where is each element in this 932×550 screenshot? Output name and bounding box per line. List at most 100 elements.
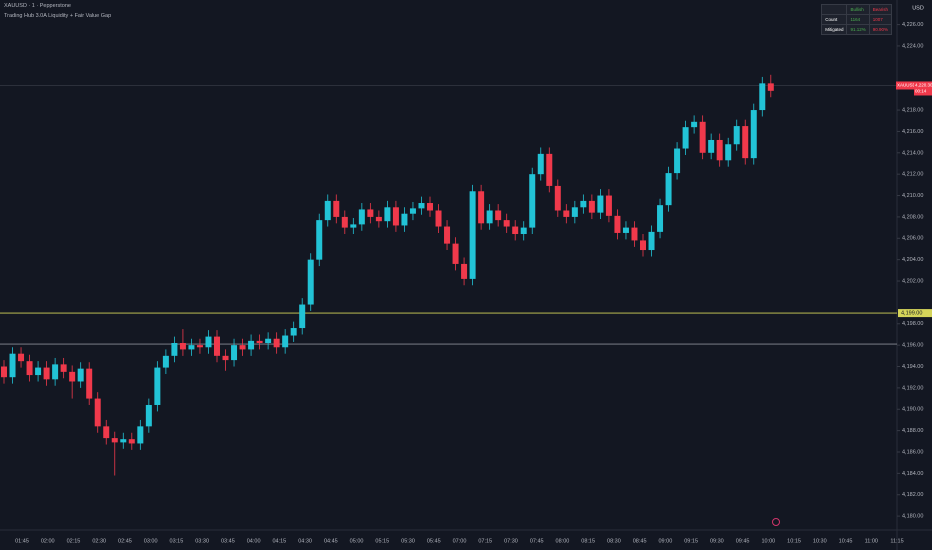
candle-body [529, 174, 536, 228]
candle-body [657, 205, 664, 232]
candle-body [452, 243, 459, 264]
x-tick-label: 10:30 [813, 538, 827, 544]
x-tick-label: 09:15 [684, 538, 698, 544]
candle-body [571, 207, 578, 217]
y-tick-label: 4,224.00 [902, 43, 923, 49]
symbol-label-bg [896, 81, 914, 90]
candle-body [9, 353, 16, 378]
candle-body [759, 83, 766, 111]
candle-body [256, 340, 263, 344]
candle-body [196, 345, 203, 348]
x-tick-label: 03:00 [144, 538, 158, 544]
y-tick-label: 4,184.00 [902, 471, 923, 477]
y-tick-label: 4,208.00 [902, 214, 923, 220]
x-tick-label: 05:00 [350, 538, 364, 544]
y-tick-label: 4,216.00 [902, 129, 923, 135]
candle-body [43, 367, 50, 380]
y-tick-label: 4,196.00 [902, 343, 923, 349]
candle-body [648, 231, 655, 251]
candle-body [554, 185, 561, 211]
candle-body [77, 368, 84, 382]
x-tick-label: 08:30 [607, 538, 621, 544]
currency: USD [912, 5, 924, 11]
x-tick-label: 07:00 [453, 538, 467, 544]
candle-body [563, 210, 570, 217]
x-tick-label: 03:45 [221, 538, 235, 544]
y-tick-label: 4,194.00 [902, 364, 923, 370]
candle-body [495, 210, 502, 221]
candle-body [290, 328, 297, 336]
candle-body [324, 200, 331, 221]
last-price-label: 4,220.30 [915, 83, 932, 88]
symbol-label: XAUUSD [897, 83, 917, 88]
candle-body [392, 207, 399, 226]
candle-body [725, 144, 732, 161]
x-tick-label: 08:00 [556, 538, 570, 544]
candle-body [26, 361, 33, 376]
y-tick-label: 4,218.00 [902, 108, 923, 114]
candle-body [733, 126, 740, 145]
x-tick-label: 04:30 [298, 538, 312, 544]
x-tick-label: 08:45 [633, 538, 647, 544]
y-tick-label: 4,190.00 [902, 407, 923, 413]
y-tick-label: 4,202.00 [902, 278, 923, 284]
table-header: Bullish [846, 4, 870, 15]
x-tick-label: 05:15 [375, 538, 389, 544]
candle-body [631, 227, 638, 241]
y-tick-label: 4,204.00 [902, 257, 923, 263]
y-tick-label: 4,180.00 [902, 514, 923, 520]
cell: 1007 [868, 14, 893, 25]
candle-body [588, 200, 595, 213]
row-label: Count [821, 14, 848, 25]
y-tick-label: 4,182.00 [902, 492, 923, 498]
cell: 91.12% [846, 24, 870, 35]
candle-body [503, 220, 510, 227]
x-tick-label: 07:30 [504, 538, 518, 544]
candle-body [350, 224, 357, 228]
row-label: Mitigated [821, 24, 848, 35]
indicator-title: Trading Hub 3.0A Liquidity + Fair Value … [4, 13, 112, 19]
candle-body [674, 148, 681, 174]
candle-body [605, 195, 612, 216]
candle-body [18, 353, 25, 362]
candle-body [469, 191, 476, 279]
x-tick-label: 01:45 [15, 538, 29, 544]
candle-body [461, 263, 468, 279]
y-tick-label: 4,186.00 [902, 449, 923, 455]
candle-body [248, 340, 255, 350]
candle-body [546, 153, 553, 186]
price-label: 4,199.00 [901, 311, 922, 317]
x-tick-label: 09:30 [710, 538, 724, 544]
candle-body [231, 345, 238, 361]
candle-body [60, 364, 67, 372]
candle-body [537, 153, 544, 175]
price-label-bg [898, 309, 932, 318]
candle-body [111, 438, 118, 443]
y-tick-label: 4,188.00 [902, 428, 923, 434]
x-tick-label: 10:00 [761, 538, 775, 544]
candle-body [214, 336, 220, 356]
candle-body [622, 227, 629, 233]
x-tick-label: 02:30 [92, 538, 106, 544]
candle-body [341, 216, 348, 228]
candle-body [188, 345, 195, 350]
candle-body [742, 126, 749, 159]
candle-body [640, 240, 646, 251]
x-tick-label: 10:45 [839, 538, 853, 544]
candle-body [162, 355, 169, 368]
x-tick-label: 09:45 [736, 538, 750, 544]
candle-body [478, 191, 485, 224]
candle-body [435, 210, 442, 227]
candle-body [614, 215, 621, 233]
x-tick-label: 09:00 [658, 538, 672, 544]
candle-body [222, 355, 229, 361]
candle-body [580, 200, 587, 208]
candle-body [35, 367, 42, 376]
y-tick-label: 4,206.00 [902, 236, 923, 242]
candle-body [86, 368, 93, 399]
candle-body [128, 439, 135, 444]
y-tick-label: 4,192.00 [902, 385, 923, 391]
candle-body [358, 209, 365, 225]
candle-body [120, 439, 127, 443]
